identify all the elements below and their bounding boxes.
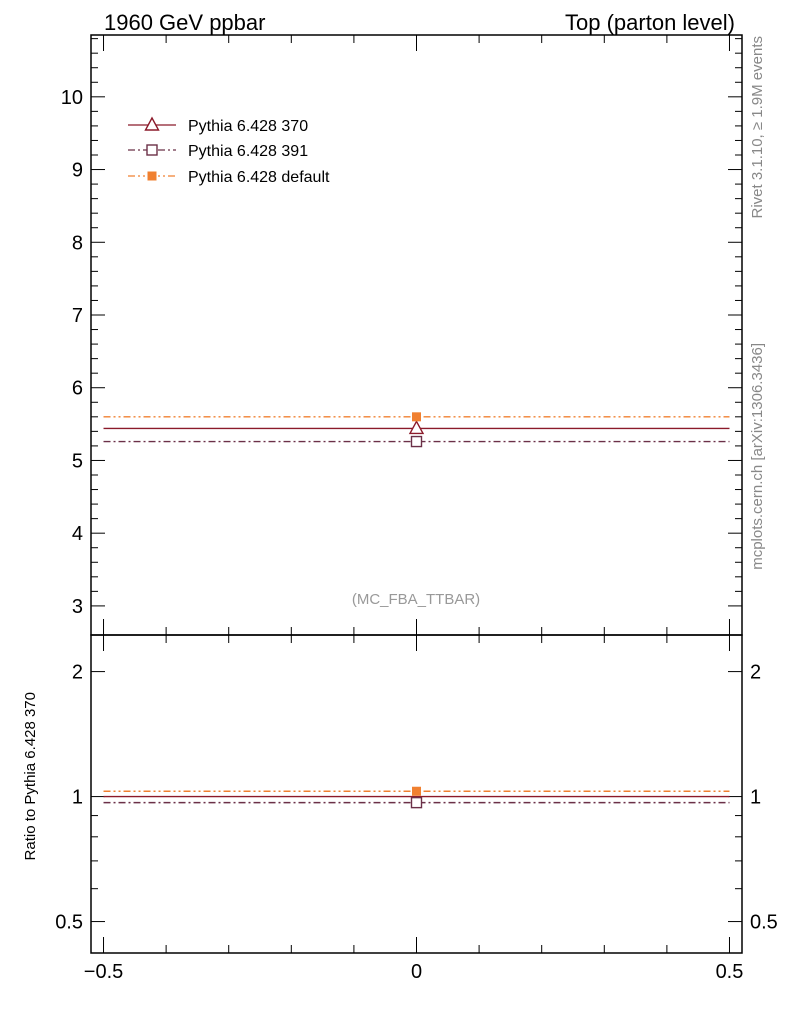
legend-label-default: Pythia 6.428 default: [188, 169, 330, 186]
legend-marker-391: [146, 144, 158, 156]
x-axis-ticks: −0.5 0 0.5: [84, 35, 744, 983]
main-y-tick-label: 4: [72, 523, 83, 545]
x-tick-label: 0.5: [716, 961, 744, 983]
ratio-y-ticks: 0.5 0.5 1 1 2 2: [55, 662, 778, 934]
observable-label: Top (parton level): [565, 10, 735, 35]
main-y-tick-label: 6: [72, 378, 83, 400]
ratio-y-tick-label: 1: [72, 787, 83, 809]
legend-label-391: Pythia 6.428 391: [188, 143, 308, 160]
ratio-y-tick-label-right: 2: [750, 662, 761, 684]
ratio-y-tick-label-right: 0.5: [750, 912, 778, 934]
rivet-label: Rivet 3.1.10, ≥ 1.9M events: [749, 36, 766, 219]
main-y-tick-label: 5: [72, 450, 83, 472]
legend-entry-370: Pythia 6.428 370: [128, 116, 308, 135]
legend-entry-391: Pythia 6.428 391: [128, 143, 308, 160]
main-y-ticks: 3 4 5 6 7 8 9 10: [61, 38, 742, 618]
main-y-tick-label: 7: [72, 305, 83, 327]
main-y-tick-label: 8: [72, 232, 83, 254]
main-series: [103, 412, 730, 448]
ratio-y-axis-label: Ratio to Pythia 6.428 370: [22, 692, 39, 860]
main-y-tick-label: 3: [72, 596, 83, 618]
energy-label: 1960 GeV ppbar: [104, 10, 265, 35]
main-point-marker: [410, 435, 423, 448]
ratio-y-tick-label-right: 1: [750, 787, 761, 809]
main-point-marker: [408, 419, 425, 435]
legend-marker-default: [147, 171, 157, 181]
x-tick-label: 0: [411, 961, 422, 983]
mcplots-label: mcplots.cern.ch [arXiv:1306.3436]: [749, 343, 766, 570]
analysis-watermark: (MC_FBA_TTBAR): [352, 591, 480, 608]
legend-label-370: Pythia 6.428 370: [188, 118, 308, 135]
x-tick-label: −0.5: [84, 961, 123, 983]
ratio-point-marker: [412, 786, 421, 796]
ratio-series: [103, 786, 730, 809]
legend-marker-370: [144, 116, 160, 131]
legend-entry-default: Pythia 6.428 default: [128, 169, 330, 186]
ratio-y-tick-label: 0.5: [55, 912, 83, 934]
ratio-panel: 0.5 0.5 1 1 2 2 Ratio to Pythia 6.428 370: [22, 634, 778, 954]
ratio-point-marker: [410, 796, 423, 809]
main-point-marker: [412, 412, 421, 422]
main-panel: 3 4 5 6 7 8 9 10 (MC_FBA_TTBAR) Pythia 6.428 37…: [61, 34, 743, 636]
main-y-tick-label: 10: [61, 87, 83, 109]
main-y-tick-label: 9: [72, 160, 83, 182]
legend: Pythia 6.428 370 Pythia 6.428 391 Pythia…: [128, 116, 330, 186]
ratio-y-tick-label: 2: [72, 662, 83, 684]
